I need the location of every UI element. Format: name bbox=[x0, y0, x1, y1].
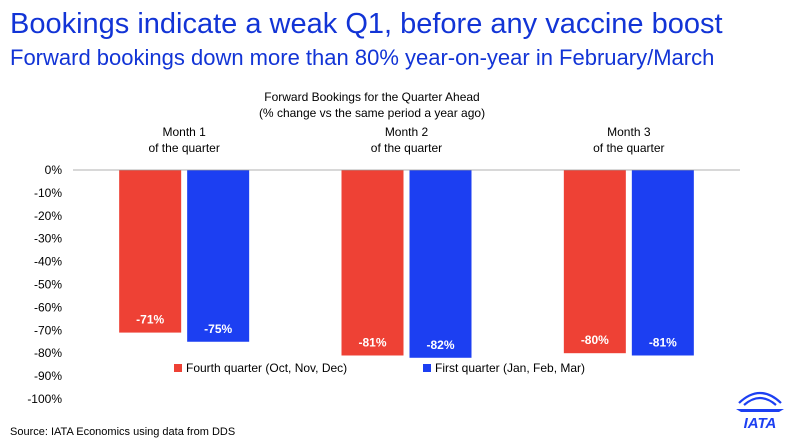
data-label: -71% bbox=[136, 313, 164, 327]
bar bbox=[409, 170, 472, 358]
legend-swatch bbox=[423, 364, 431, 372]
y-tick-label: -70% bbox=[34, 323, 62, 337]
y-axis: 0% -10% -20% -30% -40% -50% -60% -70% -80% -90% -1… bbox=[27, 163, 62, 406]
data-label: -75% bbox=[204, 322, 232, 336]
y-tick-label: 0% bbox=[45, 163, 63, 177]
bar bbox=[631, 170, 694, 356]
y-tick-label: -40% bbox=[34, 255, 62, 269]
chart-title: Forward Bookings for the Quarter Ahead bbox=[264, 90, 479, 104]
y-tick-label: -30% bbox=[34, 232, 62, 246]
category-label: Month 2 of the quarter bbox=[371, 125, 442, 155]
bar bbox=[187, 170, 250, 342]
legend-label: Fourth quarter (Oct, Nov, Dec) bbox=[186, 361, 347, 375]
category-labels: Month 1 of the quarter Month 2 of the quart… bbox=[148, 125, 664, 155]
bar bbox=[341, 170, 404, 356]
headline: Bookings indicate a weak Q1, before any … bbox=[10, 8, 723, 40]
y-tick-label: -100% bbox=[27, 392, 62, 406]
category-label: Month 3 of the quarter bbox=[593, 125, 664, 155]
category-label: Month 1 of the quarter bbox=[148, 125, 219, 155]
source-note: Source: IATA Economics using data from D… bbox=[10, 426, 236, 438]
subheadline: Forward bookings down more than 80% year… bbox=[10, 45, 715, 70]
data-label: -81% bbox=[649, 335, 677, 349]
data-label: -82% bbox=[426, 338, 454, 352]
legend-label: First quarter (Jan, Feb, Mar) bbox=[435, 361, 585, 375]
y-tick-label: -50% bbox=[34, 278, 62, 292]
logo-wordmark: IATA bbox=[744, 415, 777, 432]
y-tick-label: -60% bbox=[34, 300, 62, 314]
data-label: -81% bbox=[358, 335, 386, 349]
chart-subtitle: (% change vs the same period a year ago) bbox=[259, 106, 485, 120]
bar bbox=[563, 170, 626, 354]
iata-logo: IATA bbox=[736, 391, 784, 432]
data-label: -80% bbox=[581, 333, 609, 347]
y-tick-label: -90% bbox=[34, 369, 62, 383]
y-tick-label: -20% bbox=[34, 209, 62, 223]
legend-swatch bbox=[174, 364, 182, 372]
legend: Fourth quarter (Oct, Nov, Dec) First quar… bbox=[174, 361, 585, 375]
y-tick-label: -10% bbox=[34, 186, 62, 200]
y-tick-label: -80% bbox=[34, 346, 62, 360]
bars: -71% -75% -81% -82% -80% -81% bbox=[119, 170, 694, 358]
bar bbox=[119, 170, 182, 333]
